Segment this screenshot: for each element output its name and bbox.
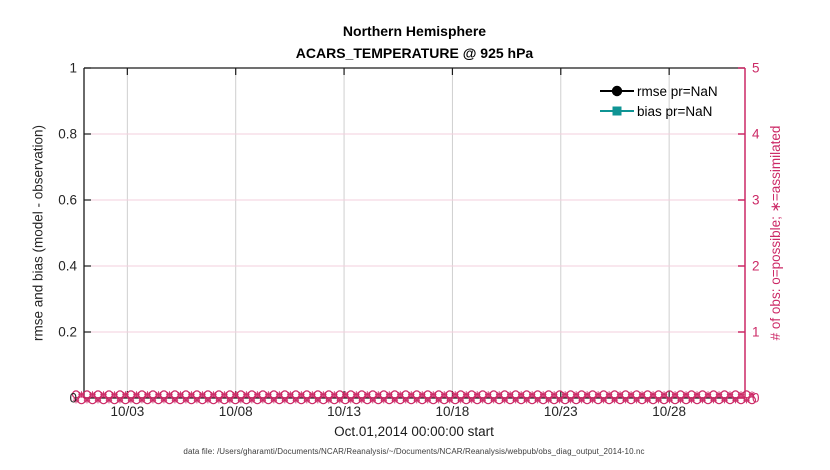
bias-legend-marker-icon bbox=[600, 106, 634, 116]
chart-title-block: Northern Hemisphere ACARS_TEMPERATURE @ … bbox=[84, 20, 745, 64]
chart-title-line2: ACARS_TEMPERATURE @ 925 hPa bbox=[295, 45, 534, 61]
x-tick-label: 10/08 bbox=[218, 404, 253, 419]
y-tick-label-left: 1 bbox=[69, 60, 77, 76]
y-tick-label-right: 3 bbox=[752, 192, 760, 208]
y-tick-label-right: 1 bbox=[752, 324, 760, 340]
y-tick-label-right: 5 bbox=[752, 60, 760, 76]
legend-label-rmse: rmse pr=NaN bbox=[637, 83, 718, 99]
legend-row-rmse: rmse pr=NaN bbox=[599, 81, 718, 101]
x-tick-label: 10/13 bbox=[327, 404, 361, 419]
legend-label-bias: bias pr=NaN bbox=[637, 103, 713, 119]
y-tick-label-left: 0.6 bbox=[58, 192, 77, 208]
y-tick-label-left: 0.4 bbox=[58, 258, 77, 274]
y-axis-label-left: rmse and bias (model - observation) bbox=[30, 124, 46, 342]
legend-row-bias: bias pr=NaN bbox=[599, 101, 718, 121]
y-tick-label-left: 0.2 bbox=[58, 324, 77, 340]
y-tick-label-right: 0 bbox=[752, 390, 760, 406]
y-axis-label-right: # of obs: o=possible; ∗=assimilated bbox=[768, 125, 783, 341]
data-file-path: data file: /Users/gharamti/Documents/NCA… bbox=[183, 447, 645, 456]
chart-title-line1: Northern Hemisphere bbox=[342, 23, 487, 39]
y-tick-label-right: 4 bbox=[752, 126, 760, 142]
x-tick-label: 10/03 bbox=[110, 404, 145, 419]
rmse-legend-marker-icon bbox=[600, 85, 634, 97]
x-tick-label: 10/18 bbox=[435, 404, 470, 419]
y-tick-label-left: 0 bbox=[69, 390, 77, 406]
y-tick-label-right: 2 bbox=[752, 258, 760, 274]
y-tick-label-left: 0.8 bbox=[58, 126, 77, 142]
x-tick-label: 10/28 bbox=[652, 404, 687, 419]
legend: rmse pr=NaN bias pr=NaN bbox=[599, 81, 718, 121]
x-axis-label: Oct.01,2014 00:00:00 start bbox=[334, 424, 494, 439]
x-tick-label: 10/23 bbox=[543, 404, 578, 419]
